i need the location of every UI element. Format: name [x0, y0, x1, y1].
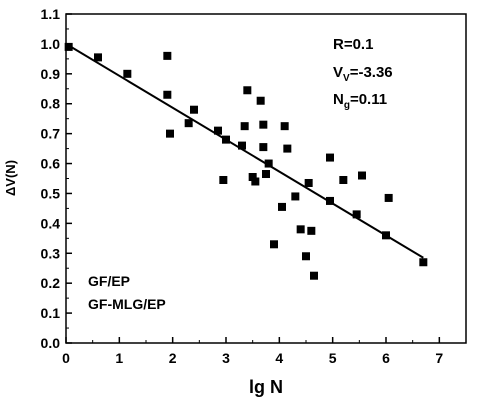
data-point	[240, 122, 249, 131]
data-point	[326, 153, 334, 162]
plot-frame	[65, 13, 467, 344]
x-axis-title: lg N	[249, 377, 283, 397]
y-tick-label: 0.8	[41, 96, 61, 112]
data-point	[352, 210, 361, 219]
y-axis: 0.0 0.1 0.2 0.3 0.4 0.5 0.6 0.7 0.8 0.9 1.0 1.1	[41, 6, 72, 351]
data-point	[248, 173, 257, 182]
data-point	[222, 135, 230, 144]
data-point	[166, 129, 174, 138]
y-tick-label: 0.6	[41, 156, 61, 172]
x-axis: 0 1 2 3 4 5 6 7	[62, 337, 443, 366]
data-point	[94, 53, 102, 62]
plot-area	[64, 13, 467, 344]
data-point	[302, 252, 310, 261]
data-point	[280, 122, 289, 131]
x-tick-label: 3	[222, 350, 230, 366]
y-axis-title: ΔV(N)	[3, 160, 18, 196]
y-tick-label: 0.4	[41, 215, 61, 231]
data-point	[339, 175, 348, 184]
data-point	[123, 69, 132, 78]
data-point	[163, 51, 172, 60]
data-point	[304, 178, 313, 187]
data-point	[291, 192, 300, 201]
x-tick-label: 2	[169, 350, 177, 366]
annotation-vv: VV=-3.36	[333, 64, 393, 84]
x-tick-label: 5	[329, 350, 337, 366]
y-tick-label: 0.0	[41, 335, 61, 351]
data-point	[256, 96, 265, 105]
data-point	[251, 177, 260, 186]
data-point	[270, 240, 278, 249]
data-point	[262, 170, 270, 179]
data-point	[259, 120, 268, 129]
data-point	[214, 126, 222, 135]
annotation-ng: Ng=0.11	[333, 91, 387, 111]
data-point	[163, 90, 172, 99]
y-tick-label: 0.1	[41, 305, 61, 321]
fit-annotations: R=0.1 VV=-3.36 Ng=0.11	[333, 36, 393, 111]
legend-entry-gf-mlg-ep: GF-MLG/EP	[88, 296, 166, 312]
legend: GF/EP GF-MLG/EP	[88, 273, 166, 312]
x-tick-label: 6	[382, 350, 390, 366]
data-point	[259, 143, 268, 152]
data-point	[184, 119, 193, 128]
y-tick-label: 0.7	[41, 126, 61, 142]
x-tick-label: 0	[62, 350, 70, 366]
y-tick-label: 0.9	[41, 66, 61, 82]
fit-line	[65, 43, 424, 259]
data-points	[64, 42, 428, 280]
data-point	[419, 258, 428, 267]
data-point	[264, 159, 273, 168]
data-point	[278, 202, 286, 211]
legend-entry-gf-ep: GF/EP	[88, 273, 130, 289]
data-point	[190, 105, 198, 114]
data-point	[358, 171, 366, 180]
y-tick-label: 1.0	[41, 36, 61, 52]
data-point	[243, 86, 252, 95]
data-point	[326, 196, 334, 205]
data-point	[307, 226, 316, 235]
y-tick-label: 0.2	[41, 275, 61, 291]
data-point	[384, 193, 393, 202]
data-point	[310, 271, 318, 280]
data-point	[64, 42, 73, 51]
data-point	[382, 231, 390, 240]
x-tick-label: 1	[115, 350, 123, 366]
x-tick-label: 7	[435, 350, 443, 366]
y-tick-label: 1.1	[41, 6, 61, 22]
data-point	[219, 175, 228, 184]
x-tick-label: 4	[275, 350, 283, 366]
annotation-r: R=0.1	[333, 36, 373, 53]
data-point	[296, 225, 305, 234]
y-tick-label: 0.3	[41, 245, 61, 261]
data-point	[283, 144, 292, 153]
y-tick-label: 0.5	[41, 185, 61, 201]
data-point	[238, 141, 246, 150]
